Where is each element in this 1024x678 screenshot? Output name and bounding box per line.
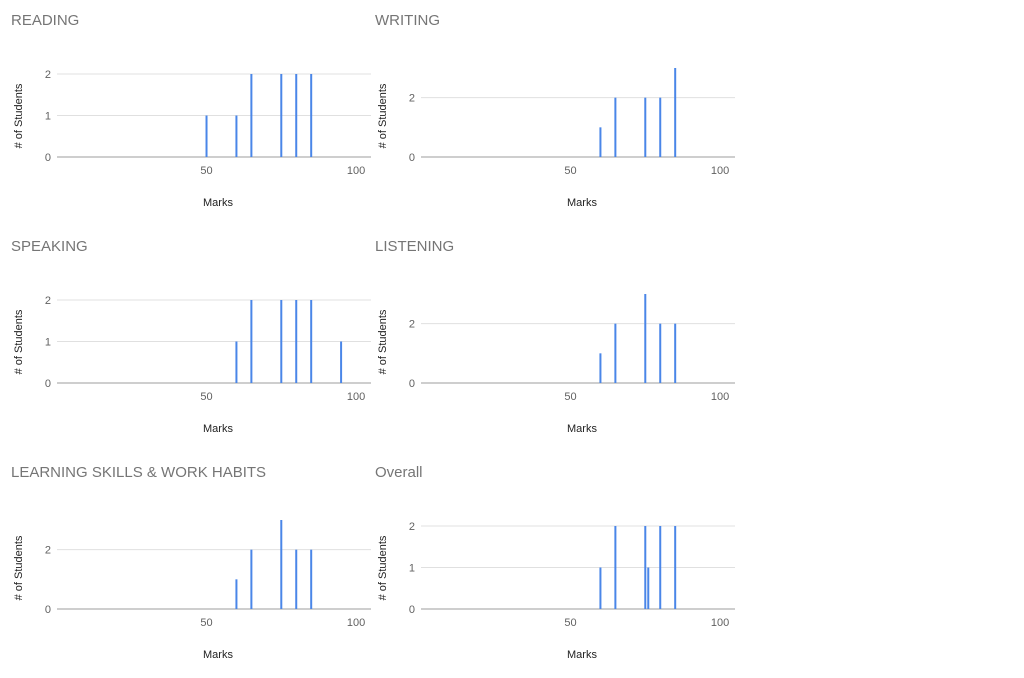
bar — [614, 97, 617, 157]
y-tick-label: 1 — [409, 563, 415, 575]
chart-plot-writing: 0 2 50 100 Marks # of Students — [377, 68, 735, 209]
y-axis-title: # of Students — [13, 309, 25, 374]
bar — [235, 579, 238, 609]
bar — [644, 526, 647, 609]
bar — [644, 294, 647, 383]
y-tick-label: 2 — [45, 295, 51, 307]
chart-title: LISTENING — [375, 238, 455, 255]
bar — [599, 353, 602, 383]
bar — [599, 127, 602, 157]
chart-panel-learning-skills: LEARNING SKILLS & WORK HABITS 0 2 50 100 Mar… — [0, 452, 371, 678]
y-tick-label: 0 — [45, 378, 51, 390]
bar — [674, 68, 677, 157]
x-tick-label: 50 — [564, 617, 576, 629]
chart-panel-overall: Overall 0 1 2 50 100 Marks # of Students — [364, 452, 735, 678]
chart-title: LEARNING SKILLS & WORK HABITS — [11, 464, 267, 481]
bar — [250, 549, 253, 609]
chart-title: Overall — [375, 464, 423, 481]
x-axis-title: Marks — [203, 649, 233, 661]
y-tick-label: 2 — [409, 319, 415, 331]
x-axis-title: Marks — [567, 423, 597, 435]
bar — [295, 300, 298, 383]
y-tick-label: 0 — [45, 152, 51, 164]
bar — [205, 115, 208, 157]
chart-title: WRITING — [375, 12, 440, 29]
bar — [280, 300, 283, 383]
x-tick-label: 100 — [347, 165, 365, 177]
x-tick-label: 50 — [564, 391, 576, 403]
chart-panel-reading: READING 0 1 2 50 100 Marks # of Students — [0, 0, 371, 226]
y-axis-title: # of Students — [377, 309, 389, 374]
x-tick-label: 50 — [200, 617, 212, 629]
x-tick-label: 100 — [347, 617, 365, 629]
y-axis-title: # of Students — [377, 83, 389, 148]
chart-title: READING — [11, 12, 80, 29]
bar — [674, 323, 677, 383]
chart-panel-listening: LISTENING 0 2 50 100 Marks # of Students — [364, 226, 735, 452]
x-axis-title: Marks — [567, 649, 597, 661]
bar — [295, 74, 298, 157]
y-tick-label: 0 — [45, 604, 51, 616]
chart-plot-listening: 0 2 50 100 Marks # of Students — [377, 294, 735, 435]
bar — [647, 567, 650, 609]
bar — [235, 115, 238, 157]
chart-plot-learning-skills: 0 2 50 100 Marks # of Students — [13, 520, 371, 661]
y-axis-title: # of Students — [13, 83, 25, 148]
bar — [659, 323, 662, 383]
bar — [280, 520, 283, 609]
x-tick-label: 50 — [564, 165, 576, 177]
bar — [310, 74, 313, 157]
x-tick-label: 100 — [347, 391, 365, 403]
chart-plot-reading: 0 1 2 50 100 Marks # of Students — [13, 69, 371, 209]
y-tick-label: 1 — [45, 111, 51, 123]
x-tick-label: 100 — [711, 391, 729, 403]
bar — [310, 300, 313, 383]
x-axis-title: Marks — [203, 423, 233, 435]
x-axis-title: Marks — [567, 197, 597, 209]
y-tick-label: 1 — [45, 337, 51, 349]
bar — [250, 300, 253, 383]
bar — [674, 526, 677, 609]
bar — [644, 97, 647, 157]
x-tick-label: 50 — [200, 165, 212, 177]
bar — [280, 74, 283, 157]
y-tick-label: 2 — [45, 69, 51, 81]
chart-plot-overall: 0 1 2 50 100 Marks # of Students — [377, 521, 735, 661]
bar — [295, 549, 298, 609]
y-tick-label: 2 — [409, 93, 415, 105]
bar — [340, 341, 343, 383]
x-axis-title: Marks — [203, 197, 233, 209]
bar — [659, 97, 662, 157]
chart-title: SPEAKING — [11, 238, 88, 255]
x-tick-label: 50 — [200, 391, 212, 403]
y-axis-title: # of Students — [377, 535, 389, 600]
y-tick-label: 0 — [409, 378, 415, 390]
bar — [250, 74, 253, 157]
y-tick-label: 0 — [409, 604, 415, 616]
y-axis-title: # of Students — [13, 535, 25, 600]
bar — [614, 526, 617, 609]
chart-panel-speaking: SPEAKING 0 1 2 50 100 Marks # of Students — [0, 226, 371, 452]
bar — [659, 526, 662, 609]
x-tick-label: 100 — [711, 617, 729, 629]
bar — [310, 549, 313, 609]
bar — [614, 323, 617, 383]
y-tick-label: 2 — [409, 521, 415, 533]
chart-plot-speaking: 0 1 2 50 100 Marks # of Students — [13, 295, 371, 435]
y-tick-label: 0 — [409, 152, 415, 164]
chart-panel-writing: WRITING 0 2 50 100 Marks # of Students — [364, 0, 735, 226]
y-tick-label: 2 — [45, 545, 51, 557]
bar — [599, 567, 602, 609]
bar — [235, 341, 238, 383]
x-tick-label: 100 — [711, 165, 729, 177]
